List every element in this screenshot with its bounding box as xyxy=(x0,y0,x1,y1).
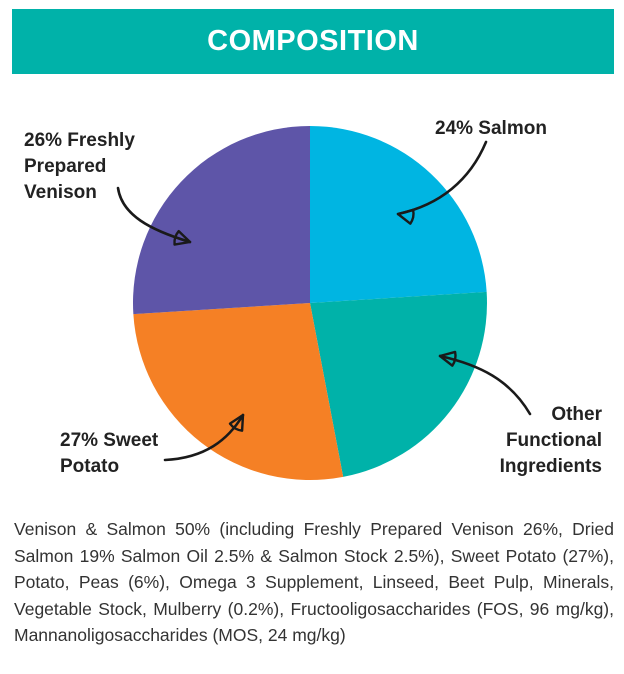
label-sweet-potato: 27% Sweet Potato xyxy=(60,428,158,480)
composition-header: COMPOSITION xyxy=(12,9,614,74)
label-venison-line-2: Prepared xyxy=(24,156,107,177)
label-venison-line-1: 26% Freshly xyxy=(24,130,135,151)
pie-slice-1 xyxy=(310,291,487,477)
arrow-venison xyxy=(116,186,192,244)
label-sweet-potato-line-2: Potato xyxy=(60,456,120,477)
arrow-sweet-potato-head xyxy=(228,413,245,432)
label-other-line-3: Ingredients xyxy=(499,456,602,477)
label-other-functional: Other Functional Ingredients xyxy=(500,402,602,480)
label-venison-line-3: Venison xyxy=(24,182,97,203)
header-title: COMPOSITION xyxy=(207,25,419,57)
pie-slice-3 xyxy=(133,126,310,315)
composition-text: Venison & Salmon 50% (including Freshly … xyxy=(14,519,614,645)
label-salmon: 24% Salmon xyxy=(435,116,547,142)
label-other-line-2: Functional xyxy=(505,430,602,451)
arrow-other xyxy=(438,354,532,416)
pie-slice-2 xyxy=(133,303,344,480)
arrow-venison-head xyxy=(173,229,192,246)
label-venison: 26% Freshly Prepared Venison xyxy=(24,128,135,206)
arrow-salmon-head xyxy=(396,208,415,225)
label-salmon-line-1: 24% Salmon xyxy=(435,118,547,139)
composition-pie-chart xyxy=(116,126,532,480)
arrow-other-head xyxy=(438,350,457,367)
label-other-line-1: Other xyxy=(551,404,602,425)
label-sweet-potato-line-1: 27% Sweet xyxy=(60,430,159,451)
arrow-sweet-potato xyxy=(163,413,245,462)
